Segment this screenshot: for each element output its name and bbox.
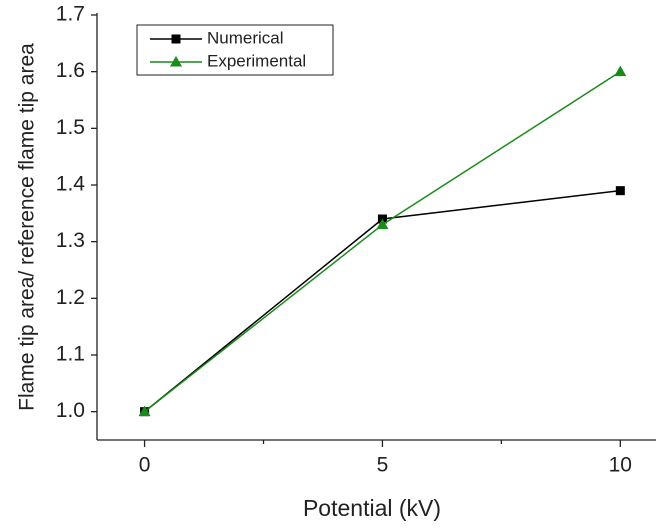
y-tick-label: 1.5	[56, 116, 85, 139]
legend-label: Numerical	[207, 28, 284, 47]
y-tick-label: 1.6	[56, 59, 85, 82]
data-point	[138, 405, 151, 417]
data-point	[376, 218, 389, 230]
y-tick-label: 1.3	[56, 229, 85, 252]
series-line	[144, 71, 621, 413]
y-tick-label: 1.2	[56, 286, 85, 309]
x-tick-label: 0	[139, 454, 151, 477]
legend-marker	[171, 34, 181, 44]
legend: Numerical Experimental	[136, 24, 334, 76]
data-point	[614, 65, 627, 77]
x-tick-label: 10	[609, 454, 632, 477]
legend-marker	[170, 56, 182, 67]
x-tick-label: 5	[377, 454, 389, 477]
y-tick-label: 1.1	[56, 343, 85, 366]
data-point	[615, 186, 625, 196]
legend-box	[136, 24, 334, 76]
y-tick-label: 1.4	[56, 173, 86, 196]
legend-label: Experimental	[207, 51, 306, 70]
y-axis-label: Flame tip area/ reference flame tip area	[16, 43, 39, 411]
y-tick-label: 1.0	[56, 399, 85, 422]
y-tick-label: 1.7	[56, 3, 85, 26]
x-axis-label: Potential (kV)	[303, 495, 441, 521]
